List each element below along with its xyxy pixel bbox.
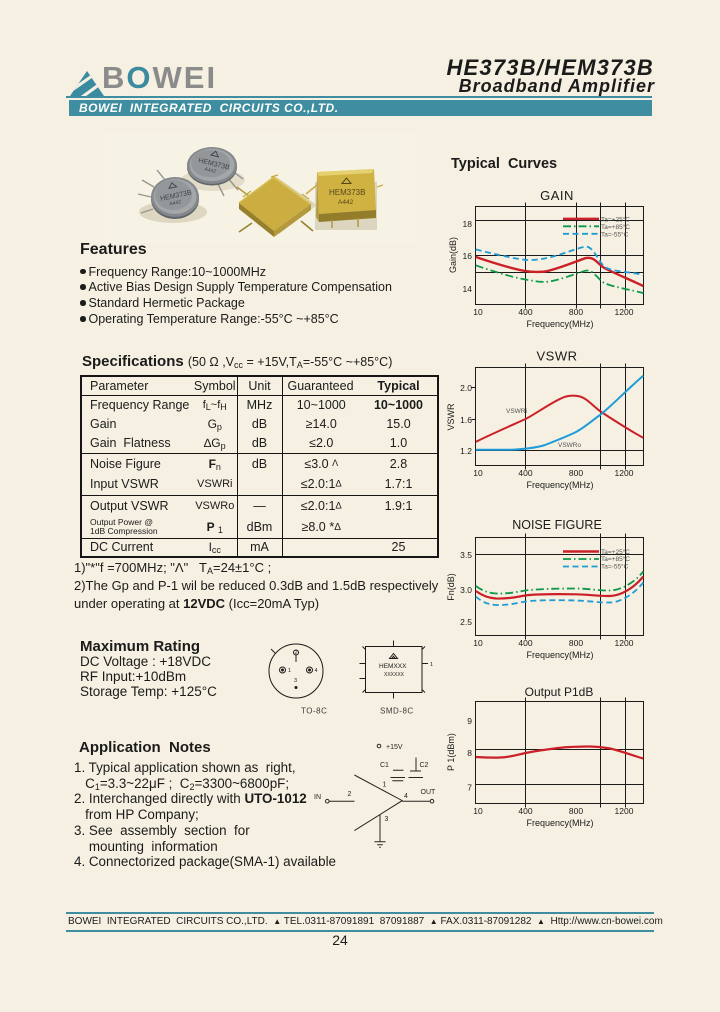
svg-text:10: 10: [473, 468, 483, 478]
svg-text:9: 9: [467, 716, 472, 726]
svg-text:2: 2: [348, 791, 352, 798]
svg-text:4: 4: [404, 793, 408, 800]
svg-text:400: 400: [518, 638, 532, 648]
svg-text:GAIN: GAIN: [540, 188, 574, 203]
svg-text:1200: 1200: [615, 307, 634, 317]
svg-text:VSWR: VSWR: [537, 349, 578, 364]
svg-text:HEM373B: HEM373B: [329, 188, 365, 197]
svg-text:Frequency(MHz): Frequency(MHz): [526, 818, 593, 828]
svg-text:800: 800: [569, 638, 583, 648]
svg-text:1200: 1200: [615, 638, 634, 648]
svg-text:Ta=-55°C: Ta=-55°C: [601, 563, 629, 571]
svg-text:A442: A442: [204, 166, 217, 175]
svg-text:Ta=+25°C: Ta=+25°C: [601, 548, 630, 556]
svg-text:P 1(dBm): P 1(dBm): [446, 733, 456, 771]
svg-text:400: 400: [518, 307, 532, 317]
svg-text:3: 3: [294, 678, 297, 684]
svg-text:VSWRi: VSWRi: [506, 408, 527, 415]
svg-text:4: 4: [315, 668, 318, 674]
svg-text:HEMXXX: HEMXXX: [379, 663, 407, 670]
svg-text:Frequency(MHz): Frequency(MHz): [526, 319, 593, 329]
svg-text:A442: A442: [338, 199, 354, 206]
svg-text:2.5: 2.5: [460, 617, 472, 627]
svg-text:10: 10: [473, 307, 483, 317]
svg-text:14: 14: [463, 284, 473, 294]
svg-text:2.0: 2.0: [460, 383, 472, 393]
svg-text:TO-8C: TO-8C: [301, 707, 327, 716]
svg-text:+15V: +15V: [386, 744, 403, 751]
svg-text:XXXXXX: XXXXXX: [384, 672, 405, 678]
svg-text:Fn(dB): Fn(dB): [446, 573, 456, 601]
svg-text:800: 800: [569, 307, 583, 317]
svg-text:3.5: 3.5: [460, 550, 472, 560]
svg-text:10: 10: [473, 806, 483, 816]
svg-text:Gain(dB): Gain(dB): [448, 237, 458, 273]
svg-text:IN: IN: [314, 794, 321, 801]
svg-text:800: 800: [569, 806, 583, 816]
svg-text:Ta=+85°C: Ta=+85°C: [601, 555, 630, 563]
svg-text:1.6: 1.6: [460, 415, 472, 425]
svg-text:Output P1dB: Output P1dB: [525, 685, 594, 699]
svg-text:Frequency(MHz): Frequency(MHz): [526, 650, 593, 660]
svg-text:800: 800: [569, 468, 583, 478]
svg-text:1.2: 1.2: [460, 446, 472, 456]
svg-text:400: 400: [518, 806, 532, 816]
svg-text:8: 8: [467, 748, 472, 758]
svg-text:16: 16: [463, 251, 473, 261]
svg-text:1: 1: [383, 782, 387, 789]
svg-text:SMD-8C: SMD-8C: [380, 707, 414, 716]
svg-text:Ta=+25°C: Ta=+25°C: [601, 216, 630, 224]
svg-text:7: 7: [467, 783, 472, 793]
svg-text:A442: A442: [169, 199, 182, 207]
svg-text:10: 10: [473, 638, 483, 648]
svg-text:400: 400: [518, 468, 532, 478]
svg-text:VSWR: VSWR: [446, 403, 456, 431]
svg-text:2: 2: [295, 650, 298, 656]
svg-text:NOISE FIGURE: NOISE FIGURE: [512, 518, 602, 532]
svg-text:1200: 1200: [615, 806, 634, 816]
svg-text:Ta=-55°C: Ta=-55°C: [601, 231, 629, 239]
svg-text:18: 18: [463, 219, 473, 229]
svg-text:1200: 1200: [615, 468, 634, 478]
svg-text:C2: C2: [420, 762, 429, 769]
svg-text:1: 1: [288, 668, 291, 674]
svg-text:VSWRo: VSWRo: [558, 442, 582, 449]
svg-text:3: 3: [385, 816, 389, 823]
svg-text:Frequency(MHz): Frequency(MHz): [526, 480, 593, 490]
svg-text:C1: C1: [380, 762, 389, 769]
svg-text:1: 1: [430, 662, 433, 668]
svg-text:3.0: 3.0: [460, 585, 472, 595]
svg-text:Ta=+85°C: Ta=+85°C: [601, 223, 630, 231]
svg-text:OUT: OUT: [421, 789, 437, 796]
